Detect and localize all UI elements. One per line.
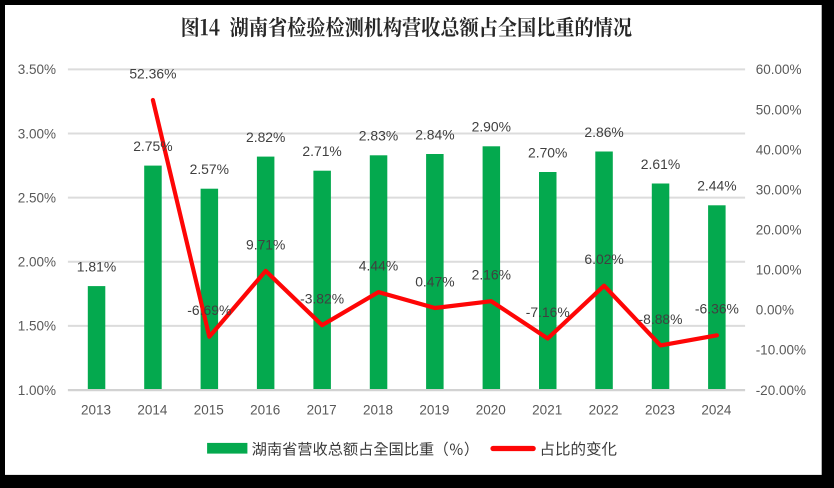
svg-text:0.00%: 0.00% <box>756 303 794 318</box>
svg-text:2022: 2022 <box>589 402 619 417</box>
svg-text:50.00%: 50.00% <box>756 102 802 117</box>
svg-text:-3.82%: -3.82% <box>300 291 344 307</box>
svg-text:2.70%: 2.70% <box>528 144 567 160</box>
svg-text:0.47%: 0.47% <box>415 273 454 289</box>
svg-text:2021: 2021 <box>532 402 562 417</box>
svg-text:-8.88%: -8.88% <box>638 311 682 327</box>
svg-text:-6.69%: -6.69% <box>187 302 231 318</box>
svg-text:2.82%: 2.82% <box>246 129 285 145</box>
svg-text:2.44%: 2.44% <box>697 178 736 194</box>
svg-text:-7.16%: -7.16% <box>526 304 570 320</box>
svg-text:3.00%: 3.00% <box>18 126 56 141</box>
svg-text:20.00%: 20.00% <box>756 223 802 238</box>
svg-text:1.81%: 1.81% <box>77 258 116 274</box>
svg-text:2023: 2023 <box>645 402 675 417</box>
svg-text:2.61%: 2.61% <box>641 156 680 172</box>
svg-text:30.00%: 30.00% <box>756 182 802 197</box>
svg-text:2.90%: 2.90% <box>472 119 511 135</box>
svg-text:-6.36%: -6.36% <box>695 301 739 317</box>
svg-text:2015: 2015 <box>194 402 224 417</box>
svg-text:2.86%: 2.86% <box>584 124 623 140</box>
svg-text:4.44%: 4.44% <box>359 258 398 274</box>
svg-text:1.00%: 1.00% <box>18 383 56 398</box>
svg-text:2018: 2018 <box>363 402 393 417</box>
svg-text:60.00%: 60.00% <box>756 62 802 77</box>
svg-text:2020: 2020 <box>476 402 506 417</box>
svg-text:1.50%: 1.50% <box>18 319 56 334</box>
svg-text:2.75%: 2.75% <box>133 138 172 154</box>
svg-text:2014: 2014 <box>137 402 168 417</box>
svg-text:2.84%: 2.84% <box>415 126 454 142</box>
svg-text:-20.00%: -20.00% <box>756 383 806 398</box>
svg-text:2017: 2017 <box>307 402 337 417</box>
svg-text:2.50%: 2.50% <box>18 190 56 205</box>
svg-text:52.36%: 52.36% <box>129 65 176 81</box>
svg-text:2016: 2016 <box>250 402 280 417</box>
svg-text:2019: 2019 <box>419 402 449 417</box>
svg-text:6.02%: 6.02% <box>584 251 623 267</box>
svg-text:2024: 2024 <box>701 402 732 417</box>
svg-text:2.57%: 2.57% <box>190 161 229 177</box>
svg-text:3.50%: 3.50% <box>18 62 56 77</box>
svg-text:9.71%: 9.71% <box>246 236 285 252</box>
svg-text:2013: 2013 <box>81 402 111 417</box>
svg-text:10.00%: 10.00% <box>756 263 802 278</box>
svg-text:40.00%: 40.00% <box>756 142 802 157</box>
svg-text:2.71%: 2.71% <box>302 143 341 159</box>
svg-text:2.16%: 2.16% <box>472 267 511 283</box>
svg-text:-10.00%: -10.00% <box>756 343 806 358</box>
svg-text:2.00%: 2.00% <box>18 255 56 270</box>
svg-text:2.83%: 2.83% <box>359 128 398 144</box>
